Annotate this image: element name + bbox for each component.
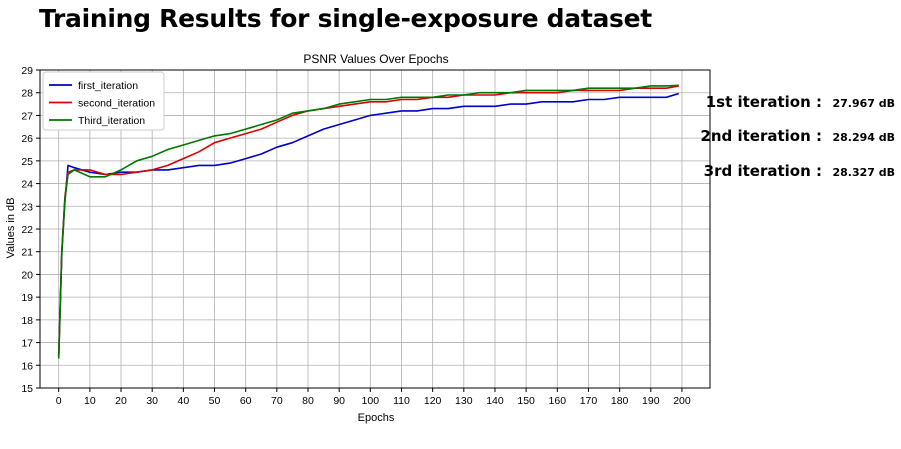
result-label: 3rd iteration: [703, 162, 811, 180]
y-tick-label: 15: [21, 383, 33, 395]
y-axis-ticks: 15 16 17 18 19 20 21 22 23 24 25 26 27 28 29: [21, 65, 40, 395]
x-tick-label: 150: [517, 395, 535, 407]
result-value: 28.294 dB: [832, 131, 895, 144]
x-tick-label: 170: [580, 395, 598, 407]
chart-title: PSNR Values Over Epochs: [303, 52, 448, 66]
slide-title: Training Results for single-exposure dat…: [39, 4, 652, 33]
y-tick-label: 19: [21, 292, 33, 304]
y-tick-label: 26: [21, 133, 33, 145]
x-tick-label: 30: [146, 395, 158, 407]
result-value: 28.327 dB: [832, 166, 895, 179]
y-tick-label: 29: [21, 65, 33, 77]
x-tick-label: 130: [455, 395, 473, 407]
legend-box: [42, 71, 165, 131]
y-tick-label: 23: [21, 201, 33, 213]
x-axis-ticks: 0 10 20 30 40 50 60 70 80 90 100 110 120 130 140 150 160…: [56, 388, 691, 407]
y-tick-label: 24: [21, 179, 33, 191]
result-separator: :: [810, 93, 833, 111]
x-tick-label: 200: [673, 395, 691, 407]
result-row-second: 2nd iteration : 28.294 dB: [700, 126, 895, 145]
x-tick-label: 60: [240, 395, 252, 407]
y-tick-label: 22: [21, 224, 33, 236]
x-tick-label: 0: [56, 395, 62, 407]
x-tick-label: 140: [486, 395, 504, 407]
x-tick-label: 90: [333, 395, 345, 407]
y-tick-label: 17: [21, 338, 33, 350]
y-tick-label: 21: [21, 247, 33, 259]
x-tick-label: 50: [209, 395, 221, 407]
result-separator: :: [810, 162, 833, 180]
y-tick-label: 20: [21, 269, 33, 281]
x-tick-label: 80: [302, 395, 314, 407]
y-tick-label: 18: [21, 315, 33, 327]
legend-label: Third_iteration: [78, 115, 145, 127]
result-label: 2nd iteration: [700, 127, 811, 145]
x-tick-label: 110: [393, 395, 410, 407]
series-layer: [57, 84, 680, 359]
x-tick-label: 120: [424, 395, 442, 407]
x-tick-label: 40: [178, 395, 190, 407]
result-value: 27.967 dB: [832, 97, 895, 110]
y-tick-label: 28: [21, 88, 33, 100]
x-tick-label: 160: [549, 395, 567, 407]
series-line-third-iteration: [57, 84, 679, 359]
x-tick-label: 100: [362, 395, 380, 407]
y-tick-label: 27: [21, 110, 33, 122]
legend: first_iteration second_iteration Third_ite…: [42, 71, 165, 131]
legend-label: second_iteration: [78, 98, 155, 110]
x-axis-label: Epochs: [358, 412, 395, 424]
result-row-first: 1st iteration : 27.967 dB: [706, 92, 895, 111]
x-tick-label: 70: [271, 395, 283, 407]
legend-label: first_iteration: [78, 80, 138, 92]
x-tick-label: 10: [84, 395, 96, 407]
x-tick-label: 20: [115, 395, 127, 407]
series-line-first-iteration: [57, 92, 680, 357]
y-tick-label: 25: [21, 156, 33, 168]
result-row-third: 3rd iteration : 28.327 dB: [704, 161, 895, 180]
x-tick-label: 180: [611, 395, 629, 407]
y-tick-label: 16: [21, 360, 33, 372]
x-tick-label: 190: [642, 395, 660, 407]
result-label: 1st iteration: [705, 93, 811, 111]
y-axis-label: Values in dB: [5, 198, 17, 259]
result-separator: :: [810, 127, 833, 145]
